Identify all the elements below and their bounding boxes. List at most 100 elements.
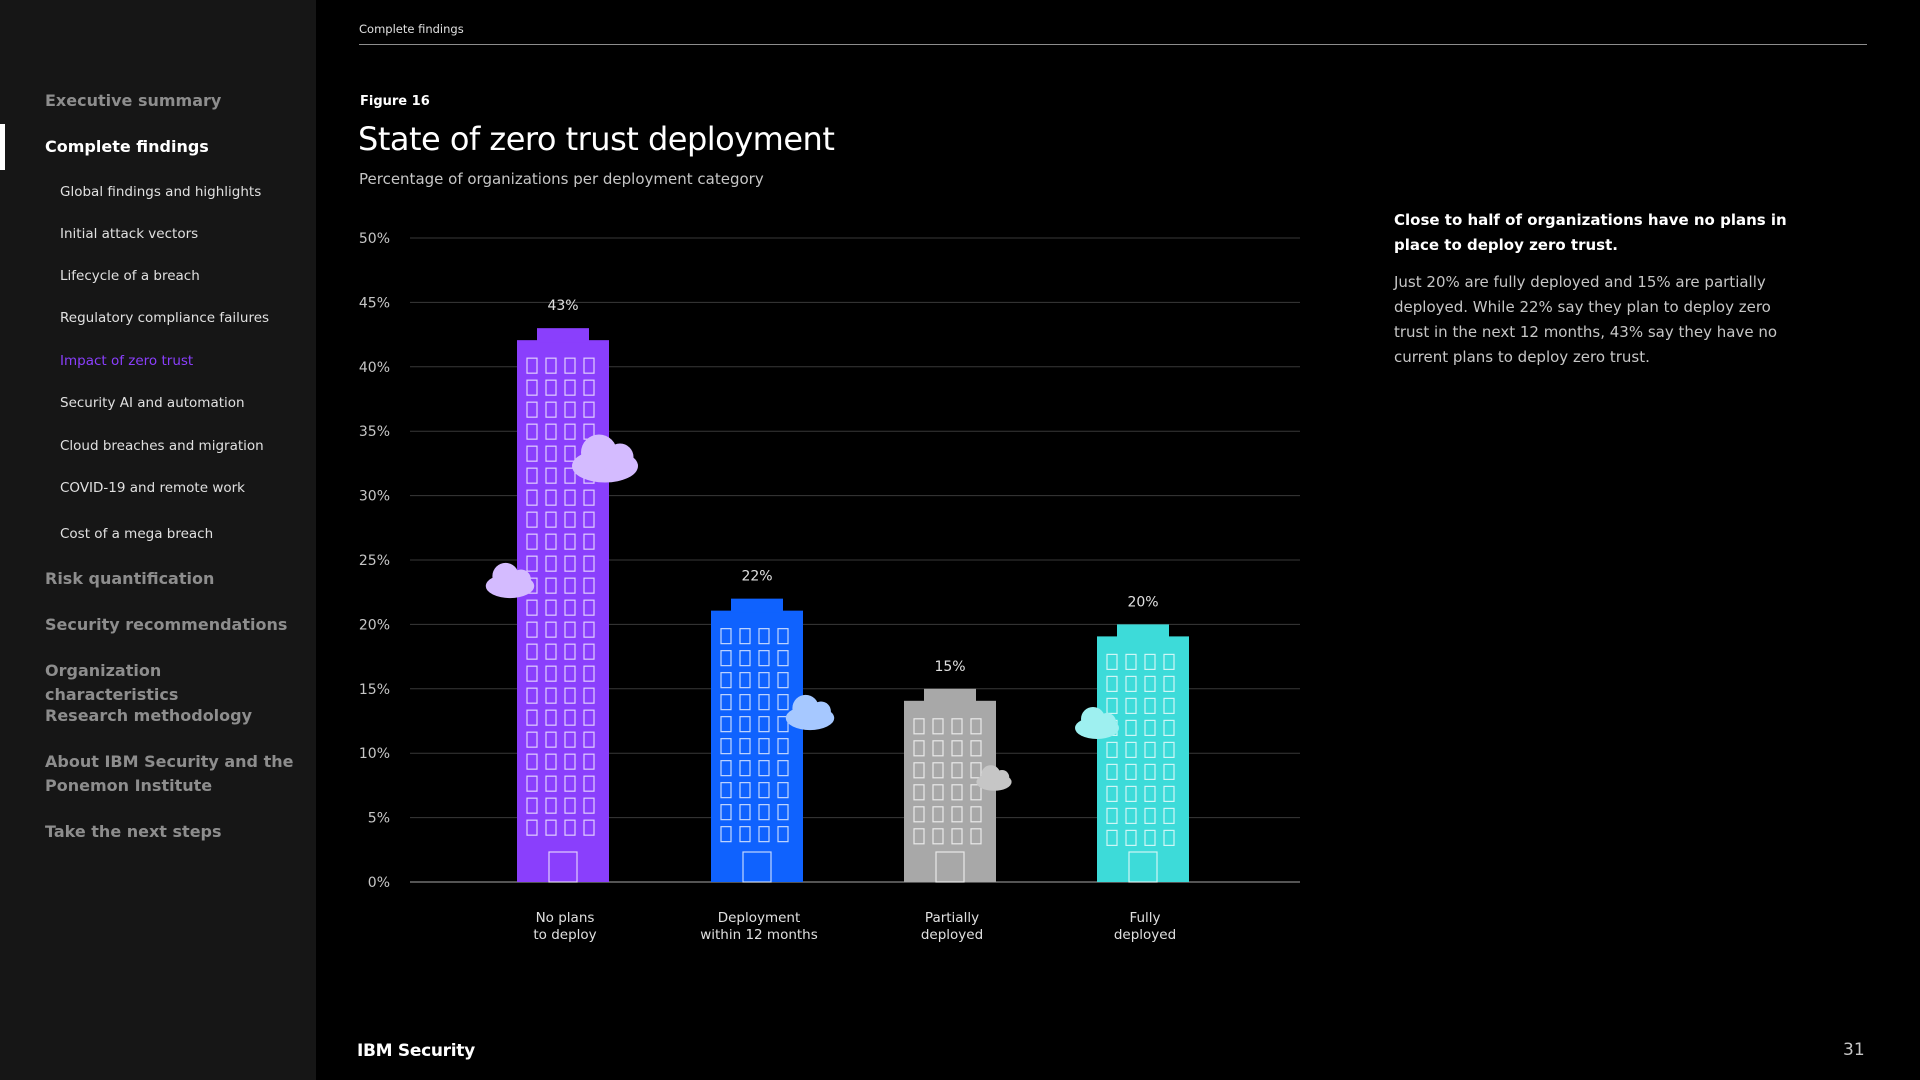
bar-window	[739, 782, 751, 799]
bar-window	[583, 643, 595, 660]
bar-window	[758, 628, 770, 645]
figure-label: Figure 16	[360, 94, 430, 109]
bar-window	[1106, 763, 1118, 781]
bar-window	[777, 716, 789, 733]
bar-window	[583, 379, 595, 396]
bar-window	[1144, 785, 1156, 803]
nav-security-recommendations[interactable]: Security recommendations	[45, 615, 288, 634]
bar-window	[583, 797, 595, 814]
bar-window	[526, 423, 538, 440]
nav-next-steps[interactable]: Take the next steps	[45, 822, 222, 841]
bar-window	[583, 753, 595, 770]
bar-window	[913, 828, 925, 845]
nav-complete-findings[interactable]: Complete findings	[45, 137, 209, 156]
bar-window	[1144, 741, 1156, 759]
breadcrumb: Complete findings	[359, 22, 464, 36]
bar-window	[526, 379, 538, 396]
bar-window	[564, 533, 576, 550]
bar-window	[1144, 697, 1156, 714]
nav-impact-of-zero-trust[interactable]: Impact of zero trust	[60, 353, 194, 369]
bar-window	[1163, 675, 1175, 692]
bar-window	[739, 716, 751, 733]
nav-initial-attack-vectors[interactable]: Initial attack vectors	[60, 226, 199, 242]
bar-window	[526, 511, 538, 528]
bar-window	[932, 718, 944, 735]
bar-window	[1125, 697, 1137, 714]
bar-window	[932, 740, 944, 757]
bar-window	[545, 357, 557, 374]
bar-window	[583, 489, 595, 506]
bar-roof	[537, 328, 589, 343]
nav-regulatory-compliance[interactable]: Regulatory compliance failures	[60, 310, 270, 326]
insight-body: Just 20% are fully deployed and 15% are …	[1394, 273, 1778, 366]
bar-window	[564, 731, 576, 748]
nav-research-methodology[interactable]: Research methodology	[45, 706, 253, 725]
bar-window	[1163, 785, 1175, 803]
bar-window	[526, 687, 538, 704]
bar-window	[564, 643, 576, 660]
bar-window	[1163, 829, 1175, 847]
bar-window	[545, 445, 557, 462]
bar-roof	[924, 688, 976, 703]
bar-door	[1128, 851, 1158, 883]
nav-global-findings[interactable]: Global findings and highlights	[60, 184, 262, 200]
bar-window	[526, 797, 538, 814]
bar-window	[758, 672, 770, 689]
nav-lifecycle-of-breach[interactable]: Lifecycle of a breach	[60, 268, 200, 284]
x-tick-label: within 12 months	[700, 927, 818, 943]
nav-security-ai[interactable]: Security AI and automation	[60, 395, 245, 411]
x-tick-label: deployed	[921, 927, 983, 943]
nav-organization-characteristics[interactable]: Organization characteristics	[45, 661, 179, 704]
bar-window	[720, 716, 732, 733]
bar-window	[739, 804, 751, 821]
nav-risk-quantification[interactable]: Risk quantification	[45, 569, 215, 588]
bar-window	[526, 401, 538, 418]
bar-window	[545, 797, 557, 814]
bar-window	[545, 709, 557, 726]
bar-window	[564, 599, 576, 616]
bar-window	[951, 784, 963, 801]
bar-window	[1125, 785, 1137, 803]
bar-window	[564, 467, 576, 484]
bar-window	[1106, 653, 1118, 670]
bar-window	[564, 819, 576, 836]
zero-trust-chart: 0% 5% 10% 15% 20% 25% 30% 35% 40% 45% 50% 43% No pla…	[359, 231, 1300, 943]
bar-window	[739, 826, 751, 843]
nav-covid-remote-work[interactable]: COVID-19 and remote work	[60, 480, 245, 496]
bar-window	[526, 819, 538, 836]
bar-window	[583, 577, 595, 594]
bar-window	[564, 401, 576, 418]
bar-window	[758, 650, 770, 667]
bar-window	[564, 423, 576, 440]
nav-mega-breach[interactable]: Cost of a mega breach	[60, 526, 214, 542]
bar-window	[970, 784, 982, 801]
y-tick-label: 25%	[359, 553, 390, 569]
y-tick-label: 15%	[359, 682, 390, 698]
ibm-security-logo: IBM Security	[357, 1041, 475, 1061]
bar-window	[720, 782, 732, 799]
bar-door	[548, 851, 578, 883]
bar-window	[758, 694, 770, 711]
nav-cloud-breaches[interactable]: Cloud breaches and migration	[60, 438, 264, 454]
bar-window	[777, 628, 789, 645]
bar-window	[526, 643, 538, 660]
bar-window	[545, 753, 557, 770]
bar-window	[583, 555, 595, 572]
bar-window	[545, 599, 557, 616]
bar-window	[1106, 697, 1118, 714]
cloud-icon	[785, 694, 835, 731]
nav-about-ibm[interactable]: About IBM Security and the Ponemon Insti…	[45, 752, 294, 795]
bar-window	[913, 740, 925, 757]
bar	[517, 340, 609, 882]
cloud-icon	[1075, 707, 1119, 739]
x-tick-label: Partially	[925, 910, 979, 926]
bar-window	[545, 687, 557, 704]
bar-window	[1125, 741, 1137, 759]
x-tick-label: to deploy	[533, 927, 596, 943]
x-tick-label: Deployment	[718, 910, 801, 926]
x-tick-label: Fully	[1129, 910, 1160, 926]
x-tick-label: deployed	[1114, 927, 1176, 943]
nav-executive-summary[interactable]: Executive summary	[45, 91, 222, 110]
bar-window	[545, 489, 557, 506]
bar-window	[720, 738, 732, 755]
